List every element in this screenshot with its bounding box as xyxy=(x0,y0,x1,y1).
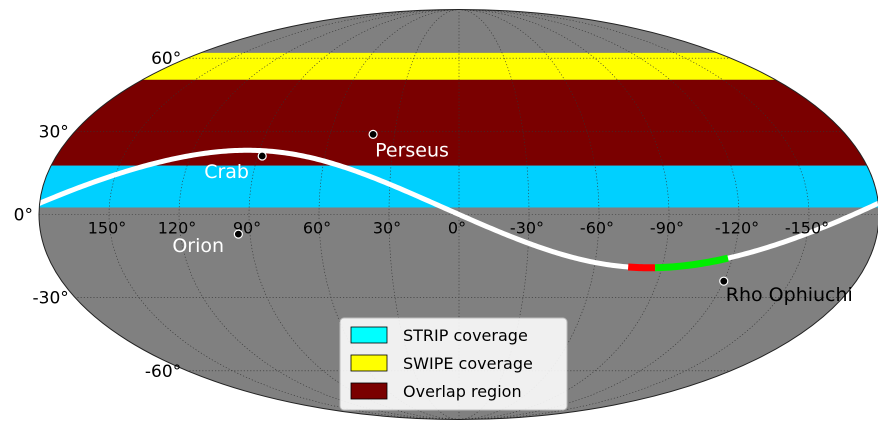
lon-label: 0° xyxy=(448,219,466,238)
lon-label: -60° xyxy=(580,219,614,238)
lat-label: 60° xyxy=(151,49,181,69)
lon-gridline xyxy=(108,9,460,420)
lon-label: 120° xyxy=(158,219,197,238)
legend-box xyxy=(339,317,568,411)
lat-label: -30° xyxy=(33,288,69,308)
lon-label: 150° xyxy=(88,219,127,238)
sky-border xyxy=(38,9,878,420)
green-segment xyxy=(654,254,729,272)
sources: Perseus Crab Orion Rho Ophiuchi xyxy=(172,129,853,306)
lon-label: -30° xyxy=(510,219,544,238)
overlap-band xyxy=(39,79,878,166)
coverage-bands xyxy=(39,52,878,208)
legend-label-strip: STRIP coverage xyxy=(403,326,528,345)
source-label: Rho Ophiuchi xyxy=(726,284,853,306)
lon-gridline xyxy=(458,9,670,420)
source-label: Crab xyxy=(204,161,249,183)
source-label: Perseus xyxy=(375,139,449,161)
source-marker xyxy=(368,129,378,139)
galactic-plane xyxy=(39,147,878,272)
source-label: Orion xyxy=(172,235,224,257)
legend-swatch-strip xyxy=(350,326,388,344)
lat-label: 30° xyxy=(39,123,69,143)
lon-gridline xyxy=(178,9,460,420)
strip-band xyxy=(39,165,878,208)
legend-label-overlap: Overlap region xyxy=(403,382,522,401)
red-segment xyxy=(627,263,656,272)
lon-label: -150° xyxy=(785,219,829,238)
lat-label: -60° xyxy=(145,362,181,382)
legend: STRIP coverage SWIPE coverage Overlap re… xyxy=(339,317,568,411)
lon-label: 30° xyxy=(373,219,401,238)
lon-label: -120° xyxy=(715,219,759,238)
longitude-labels: 150° 120° 90° 60° 30° 0° -30° -60° -90° -120° -150… xyxy=(88,219,829,238)
lon-gridline xyxy=(248,9,460,420)
galactic-plane-line xyxy=(39,147,878,271)
lon-gridline xyxy=(458,9,740,420)
lon-gridline xyxy=(388,9,460,420)
source-marker xyxy=(233,229,243,239)
legend-swatch-overlap xyxy=(350,382,388,400)
legend-label-swipe: SWIPE coverage xyxy=(403,354,533,373)
lon-label: -90° xyxy=(650,219,684,238)
lat-label: 0° xyxy=(14,206,33,226)
latitude-labels: -60° -30° 0° 30° 60° xyxy=(14,49,182,382)
lon-label: 60° xyxy=(303,219,331,238)
legend-swatch-swipe xyxy=(350,354,388,372)
source-marker xyxy=(719,276,729,286)
source-marker xyxy=(257,151,267,161)
lon-gridline xyxy=(458,9,530,420)
lon-gridline xyxy=(458,9,810,420)
